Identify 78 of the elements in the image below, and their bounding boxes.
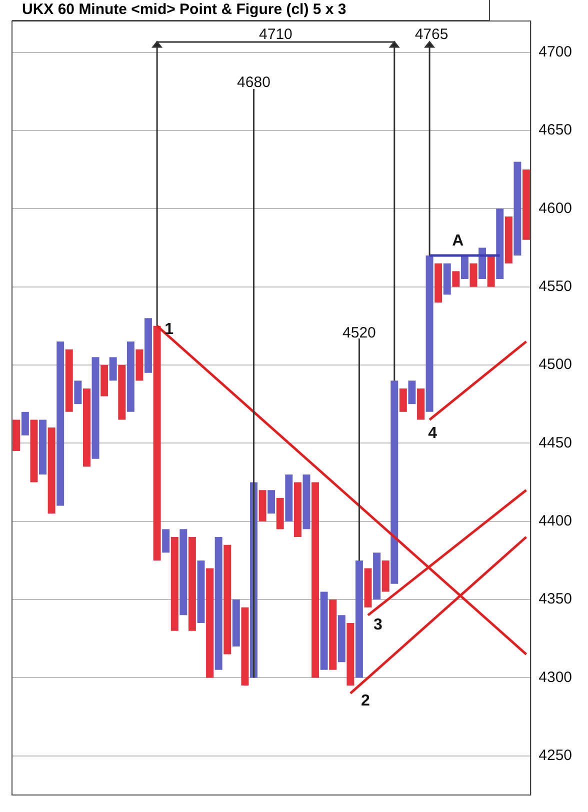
chart-title: UKX 60 Minute <mid> Point & Figure (cl) 5 x 3 [12, 0, 490, 21]
bar [214, 537, 222, 670]
y-tick-label: 4300 [538, 668, 572, 686]
bar [329, 600, 337, 670]
bar [65, 349, 73, 412]
bar [100, 365, 108, 396]
annotation: A [452, 232, 464, 250]
y-tick-label: 4350 [538, 590, 572, 608]
bar [470, 263, 478, 287]
bar [522, 170, 530, 240]
y-tick-label: 4250 [538, 747, 572, 764]
annotation: 4 [428, 424, 438, 442]
y-tick-label: 4450 [538, 434, 572, 452]
bar [364, 568, 372, 608]
y-tick-label: 4550 [538, 278, 572, 295]
bar [258, 490, 266, 522]
bar [452, 271, 460, 287]
bar [224, 544, 232, 654]
bar [390, 380, 398, 584]
bar [460, 256, 468, 279]
bar [399, 388, 407, 412]
bar [504, 216, 512, 264]
bar [197, 560, 205, 623]
bar [12, 420, 20, 451]
y-tick-label: 4600 [538, 200, 572, 217]
bar [48, 428, 56, 514]
bar [39, 420, 46, 474]
y-tick-label: 4650 [538, 122, 572, 139]
bar [302, 474, 310, 530]
bar [382, 560, 390, 592]
annotation: 2 [360, 692, 370, 710]
bar [268, 490, 276, 514]
bar [241, 607, 249, 686]
bar [21, 412, 29, 436]
bar [188, 537, 196, 631]
annotation: 4765 [414, 26, 448, 43]
bar [180, 529, 188, 616]
bar [355, 560, 363, 678]
bar [170, 537, 178, 631]
bar [30, 420, 38, 482]
bar [118, 365, 126, 420]
bar [514, 162, 522, 256]
bar [443, 263, 451, 295]
annotation: 4680 [237, 74, 270, 91]
annotation: 3 [374, 616, 383, 634]
bar [82, 388, 90, 467]
y-tick-label: 4700 [538, 43, 572, 60]
bar [373, 552, 381, 600]
bar [285, 474, 293, 522]
bar [109, 357, 117, 381]
bar [136, 349, 144, 381]
bar [206, 568, 214, 678]
bar [320, 592, 328, 670]
y-tick-label: 4400 [538, 512, 572, 530]
annotation: 1 [164, 320, 174, 338]
annotation: 4520 [342, 324, 376, 342]
bar [153, 326, 161, 560]
bar [496, 208, 504, 279]
bar [126, 342, 134, 412]
annotation: 4710 [259, 26, 292, 43]
bar [74, 380, 82, 404]
bar [56, 342, 64, 506]
bar [294, 482, 302, 537]
bar [162, 529, 170, 553]
bar [346, 623, 354, 686]
bar [92, 357, 100, 459]
bar [338, 615, 346, 662]
bar [417, 388, 424, 420]
y-tick-label: 4500 [538, 356, 572, 374]
bar [312, 482, 320, 678]
bar [434, 263, 442, 302]
bar [487, 256, 495, 287]
bar [144, 318, 152, 373]
bar [232, 600, 240, 646]
bar [276, 498, 284, 530]
bar [408, 380, 416, 404]
bar [426, 256, 434, 412]
bar [478, 248, 486, 279]
